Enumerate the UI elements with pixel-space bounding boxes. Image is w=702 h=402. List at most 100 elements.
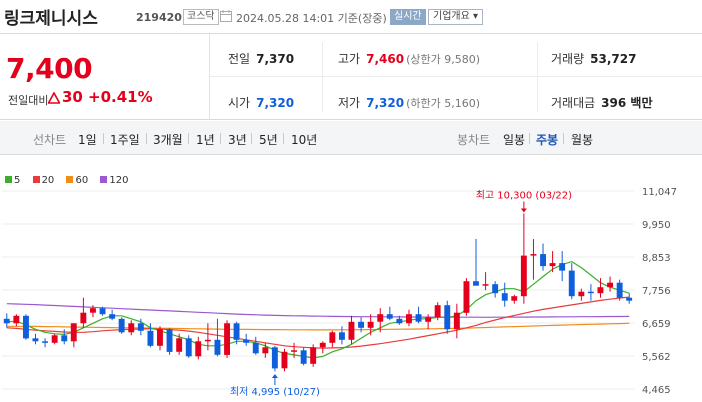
- candle-body: [377, 314, 384, 322]
- candle-daily[interactable]: 일봉: [503, 133, 526, 147]
- candle-body: [463, 281, 470, 313]
- period-3m[interactable]: 3개월: [153, 133, 183, 147]
- candle-body: [482, 284, 489, 286]
- ma-60-line: [6, 322, 630, 331]
- candle-body: [137, 323, 144, 331]
- company-overview-dropdown[interactable]: 기업개요 ▾: [428, 9, 483, 25]
- high-marker-head: [520, 208, 527, 213]
- legend-swatch: [66, 176, 74, 183]
- candle-body: [473, 281, 479, 286]
- candle-body: [626, 297, 633, 301]
- y-tick-label: 6,659: [642, 319, 671, 330]
- company-name[interactable]: 링크제니시스: [4, 9, 98, 29]
- ma-120-line: [6, 303, 630, 318]
- candle-body: [568, 270, 575, 297]
- separator: [146, 133, 147, 144]
- high-annotation: 최고 10,300 (03/22): [476, 189, 572, 201]
- legend-label: 60: [75, 175, 89, 186]
- candle-body: [262, 347, 269, 354]
- candle-body: [224, 323, 230, 355]
- market-badge: 코스닥: [183, 9, 219, 25]
- candle-body: [61, 335, 68, 342]
- candle-body: [453, 312, 460, 330]
- legend-ma5: 5: [5, 175, 20, 186]
- candle-body: [176, 338, 183, 352]
- low-annotation: 최저 4,995 (10/27): [230, 386, 320, 398]
- low-marker-head: [271, 374, 278, 379]
- legend-swatch: [32, 176, 40, 183]
- open-value: 7,320: [256, 96, 295, 110]
- candle-body: [616, 282, 623, 298]
- legend-ma60: 60: [66, 175, 88, 186]
- candle-body: [214, 339, 221, 355]
- y-tick-label: 7,756: [642, 286, 671, 297]
- stock-header: 링크제니시스 219420 코스닥 2024.05.28 14:01 기준(장중…: [0, 0, 702, 34]
- low-cell: 저가 7,320 (하한가 5,160): [338, 94, 480, 111]
- candle-weekly[interactable]: 주봉: [536, 133, 559, 147]
- candle-body: [243, 339, 250, 343]
- clock-icon: [220, 10, 232, 22]
- y-tick-label: 5,562: [642, 352, 671, 363]
- candle-body: [367, 321, 374, 328]
- candle-body: [70, 323, 77, 342]
- separator: [251, 133, 252, 144]
- realtime-badge: 실시간: [390, 9, 426, 25]
- candle-body: [157, 329, 163, 346]
- candle-body: [425, 317, 432, 322]
- candle-body: [339, 332, 345, 340]
- high-label: 고가: [338, 52, 361, 66]
- column-divider: [537, 42, 538, 112]
- candle-body: [434, 305, 441, 318]
- candle-body: [587, 291, 594, 294]
- change-percent: +0.41%: [88, 88, 153, 106]
- candle-body: [147, 330, 154, 346]
- candle-body: [607, 282, 613, 288]
- legend-swatch: [100, 176, 108, 183]
- volume-label: 거래량: [551, 52, 585, 66]
- separator: [188, 133, 189, 144]
- candle-body: [233, 323, 240, 340]
- period-1y[interactable]: 1년: [196, 133, 215, 147]
- up-triangle-icon: [48, 92, 60, 104]
- period-1d[interactable]: 1일: [78, 133, 97, 147]
- candle-monthly[interactable]: 월봉: [571, 133, 594, 147]
- current-price: 7,400: [6, 52, 93, 85]
- period-5y[interactable]: 5년: [259, 133, 278, 147]
- amount-cell: 거래대금 396 백만: [551, 94, 652, 111]
- candle-body: [329, 332, 336, 343]
- amount-label: 거래대금: [551, 96, 596, 110]
- candle-body: [300, 350, 307, 364]
- candle-body: [386, 314, 393, 319]
- y-tick-label: 8,853: [642, 253, 671, 264]
- candle-body: [406, 314, 412, 324]
- legend-label: 5: [14, 175, 21, 186]
- legend-label: 20: [41, 175, 55, 186]
- volume-value: 53,727: [590, 52, 637, 66]
- amount-value: 396 백만: [601, 96, 653, 110]
- period-10y[interactable]: 10년: [291, 133, 318, 147]
- candle-body: [291, 350, 297, 352]
- candle-body: [90, 308, 96, 313]
- period-1w[interactable]: 1주일: [110, 133, 140, 147]
- candle-body: [511, 296, 518, 301]
- candle-body: [128, 323, 135, 333]
- candle-body: [195, 341, 202, 357]
- candle-body: [348, 321, 355, 340]
- period-selector: 선차트 1일 1주일 3개월 1년 3년 5년 10년 봉차트 일봉 주봉 월봉: [0, 121, 702, 155]
- legend-ma120: 120: [100, 175, 129, 186]
- candle-body: [501, 293, 508, 301]
- legend-ma20: 20: [32, 175, 55, 186]
- candle-body: [281, 351, 288, 369]
- period-3y[interactable]: 3년: [228, 133, 247, 147]
- quote-panel: 7,400 전일대비 30 +0.41% 전일 7,370 고가 7,460 (상한가…: [0, 34, 702, 120]
- candle-body: [32, 338, 39, 342]
- change-label: 전일대비: [8, 94, 49, 107]
- column-divider: [322, 42, 323, 112]
- prev-close-label: 전일: [228, 52, 251, 66]
- quote-divider: [210, 76, 702, 77]
- candle-body: [358, 321, 364, 328]
- as-of-timestamp: 2024.05.28 14:01 기준(장중): [236, 12, 387, 25]
- candle-body: [559, 263, 566, 271]
- candlestick-chart[interactable]: 11,047 9,950 8,853 7,756 6,659 5,562 4,465 최고 1…: [0, 155, 702, 402]
- candle-body: [530, 254, 537, 256]
